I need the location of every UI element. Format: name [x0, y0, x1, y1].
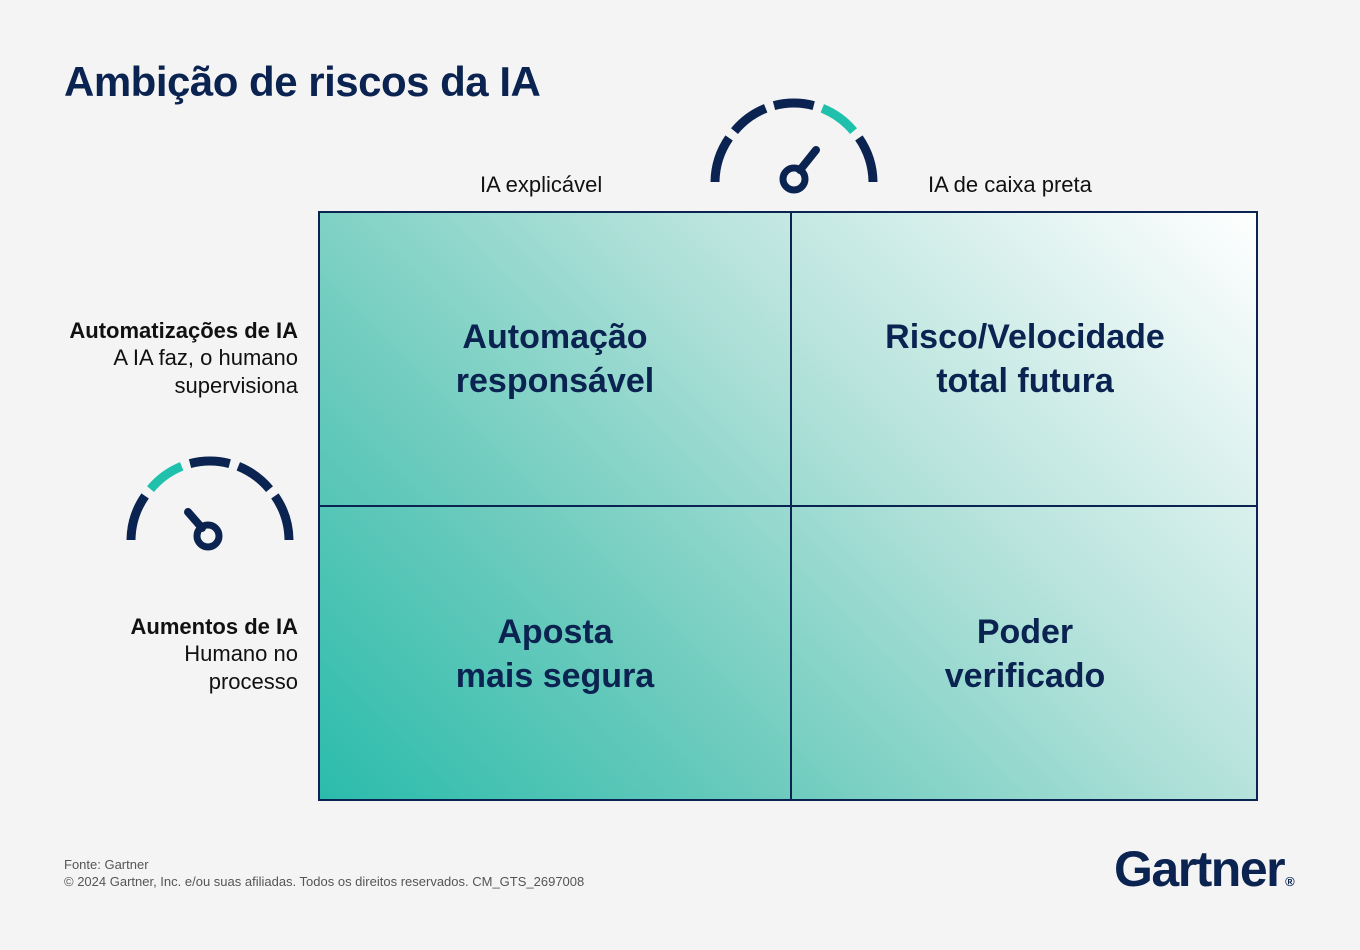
gauge-segment [820, 104, 857, 135]
gauge-segment [147, 462, 184, 493]
speedometer-low-icon [126, 456, 294, 551]
copyright-note: © 2024 Gartner, Inc. e/ou suas afiliadas… [64, 874, 585, 889]
row-title: Aumentos de IA [130, 614, 298, 639]
column-label-explainable: IA explicável [480, 172, 603, 197]
gauge-segment [855, 135, 878, 183]
quadrant-top-left: Automação responsável [455, 318, 655, 400]
quadrant-top-right: Risco/Velocidade total futura [885, 318, 1165, 400]
speedometer-high-icon [710, 98, 878, 194]
gauge-segment [271, 493, 294, 541]
row-label-augmentation: Aumentos de IA Humano no processo [38, 614, 298, 696]
row-label-automation: Automatizações de IA A IA faz, o humano … [38, 318, 298, 400]
footer: Fonte: Gartner © 2024 Gartner, Inc. e/ou… [64, 856, 584, 890]
matrix-horizontal-divider [320, 505, 1256, 507]
gauge-hub [193, 521, 223, 551]
registered-mark: ® [1285, 874, 1295, 889]
row-subtitle: Humano no processo [184, 641, 298, 694]
source-note: Fonte: Gartner [64, 857, 149, 872]
gartner-logo: Gartner® [1114, 840, 1295, 898]
logo-text: Gartner [1114, 841, 1286, 897]
gauge-segment [236, 462, 273, 493]
gauge-segment [188, 456, 231, 468]
page-title: Ambição de riscos da IA [64, 58, 541, 105]
gauge-hub [779, 164, 809, 194]
column-label-black-box: IA de caixa preta [928, 172, 1092, 197]
gauge-segment [731, 104, 768, 135]
gauge-segment [772, 98, 815, 110]
row-title: Automatizações de IA [69, 318, 298, 343]
row-subtitle: A IA faz, o humano supervisiona [113, 345, 298, 398]
quadrant-bottom-left: Aposta mais segura [455, 613, 655, 695]
gauge-needle [796, 146, 820, 174]
gauge-segment [710, 135, 733, 183]
quadrant-bottom-right: Poder verificado [944, 613, 1106, 695]
risk-matrix: Automação responsável Risco/Velocidade t… [318, 211, 1258, 801]
gauge-segment [126, 493, 149, 541]
